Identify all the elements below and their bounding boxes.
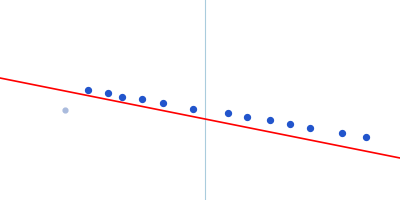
Point — [85, 88, 91, 92]
Point — [190, 107, 196, 111]
Point — [139, 97, 145, 101]
Point — [160, 101, 166, 105]
Point — [225, 111, 231, 115]
Point — [339, 131, 345, 135]
Point — [105, 91, 111, 95]
Point — [267, 118, 273, 122]
Point — [363, 135, 369, 139]
Point — [287, 122, 293, 126]
Point — [244, 115, 250, 119]
Point — [307, 126, 313, 130]
Point — [62, 108, 68, 112]
Point — [119, 95, 125, 99]
